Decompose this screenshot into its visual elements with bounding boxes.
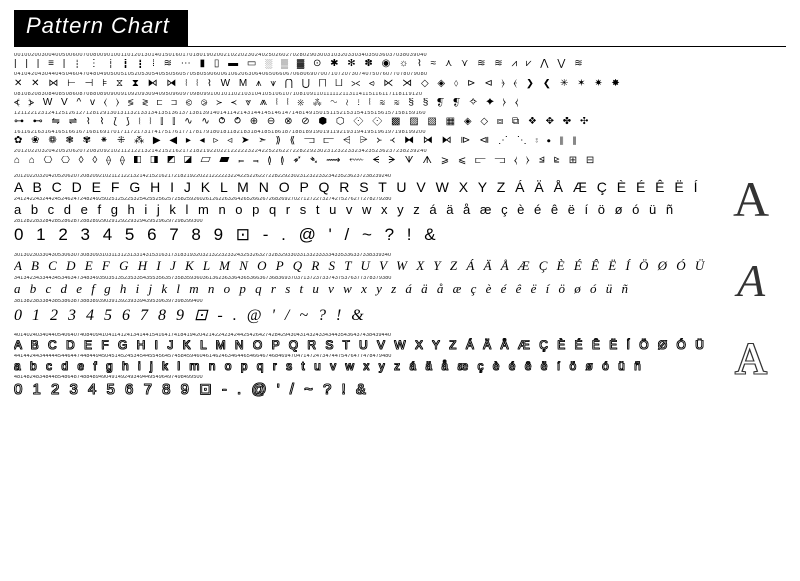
font-sample-letter: A [706,174,786,224]
font-char-row: A B C D E F G H I J K L M N O P Q R S T … [14,258,706,274]
stitch-symbol-row: ✿ ❀ ❁ ❃ ✾ ⁕ ⁜ ⁂ ▶ ◀ ▸ ◂ ▹ ◃ ➤ ➣ ⟫ ⟪ ⫎ ⫍ … [14,136,786,148]
stitch-index-row: 2012022032042052062072082092102112122132… [14,149,786,154]
stitch-symbol-row: ⊶ ⊷ ⇋ ⇌ ⌇ ⌇ ⟅ ⟆ ⧙ ⧘ ⫿ ⫿ ∿ ∿ ⥀ ⥁ ⊕ ⊖ ⊗ ⊘ … [14,117,786,129]
font-section: 2012022032042052062072082092102112122132… [14,174,786,247]
stitch-symbol-row: | | | ≡ | ┊ ⋮ ┆ ┇ ┋ ⁞ ≋ ⋯ ▮ ▯ ▬ ▭ ░ ▒ ▓ … [14,59,786,71]
font-sample-letter: A [706,333,786,386]
page-title: Pattern Chart [14,10,188,46]
font-lines: 2012022032042052062072082092102112122132… [14,174,706,247]
stitch-index-row: 1611621631641651661671681691701711721731… [14,130,786,135]
font-lines: 3013023033043053063073083093103113123133… [14,253,706,327]
font-char-row: 0 1 2 3 4 5 6 7 8 9 ⊡ - . @ ' / ~ ? ! & [14,305,706,325]
stitch-index-row: 1211221231241251261271281291301311321331… [14,111,786,116]
header-bar: Pattern Chart [14,10,786,47]
stitch-symbol-row: ⦓ ⦔ W V ^ v ⟨ ⟩ ≶ ≷ ⊏ ⊐ ⧀ ⧁ ≻ ≺ ⩔ ⩕ ⦚ ⦚ … [14,98,786,110]
font-char-row: a b c d e f g h i j k l m n o p q r s t … [14,202,706,217]
font-char-row: a b c d e f g h i j k l m n o p q r s t … [14,281,706,297]
font-lines: 4014024034044054064074084094104114124134… [14,333,706,401]
font-char-row: A B C D E F G H I J K L M N O P Q R S T … [14,338,706,352]
font-blocks: 2012022032042052062072082092102112122132… [14,174,786,401]
stitch-index-row: 0810820830840850860870880890900910920930… [14,92,786,97]
content: 0010020030040050060070080090100110120130… [0,47,800,400]
stitch-index-row: 0410420430440450460470480490500510520530… [14,72,786,77]
font-char-row: a b c d e f g h i j k l m n o p q r s t … [14,359,706,373]
stitch-index-row: 0010020030040050060070080090100110120130… [14,53,786,58]
stitch-symbol-row: ✕ ✕ ⋈ ⊢ ⊣ ⊧ ⧖ ⧗ ⧑ ⧒ ⦚ ⦚ ⌇ W M ⩚ ⩛ ⋂ ⋃ ⨅ … [14,79,786,91]
stitch-pattern-block: 0010020030040050060070080090100110120130… [14,53,786,168]
font-char-row: 0 1 2 3 4 5 6 7 8 9 ⊡ - . @ ' / ~ ? ! & [14,225,706,245]
font-section: 4014024034044054064074084094104114124134… [14,333,786,401]
font-char-row: A B C D E F G H I J K L M N O P Q R S T … [14,179,706,195]
font-sample-letter: A [706,253,786,308]
font-section: 3013023033043053063073083093103113123133… [14,253,786,327]
stitch-symbol-row: ⌂ ⌂ ⎔ ⎔ ◊ ◊ ⟠ ⟠ ◧ ◨ ◩ ◪ ▱ ▰ ⫭ ⫬ ≬ ≬ ➶ ➴ … [14,156,786,168]
font-char-row: 0 1 2 3 4 5 6 7 8 9 ⊡ - . @ ' / ~ ? ! & [14,380,706,398]
